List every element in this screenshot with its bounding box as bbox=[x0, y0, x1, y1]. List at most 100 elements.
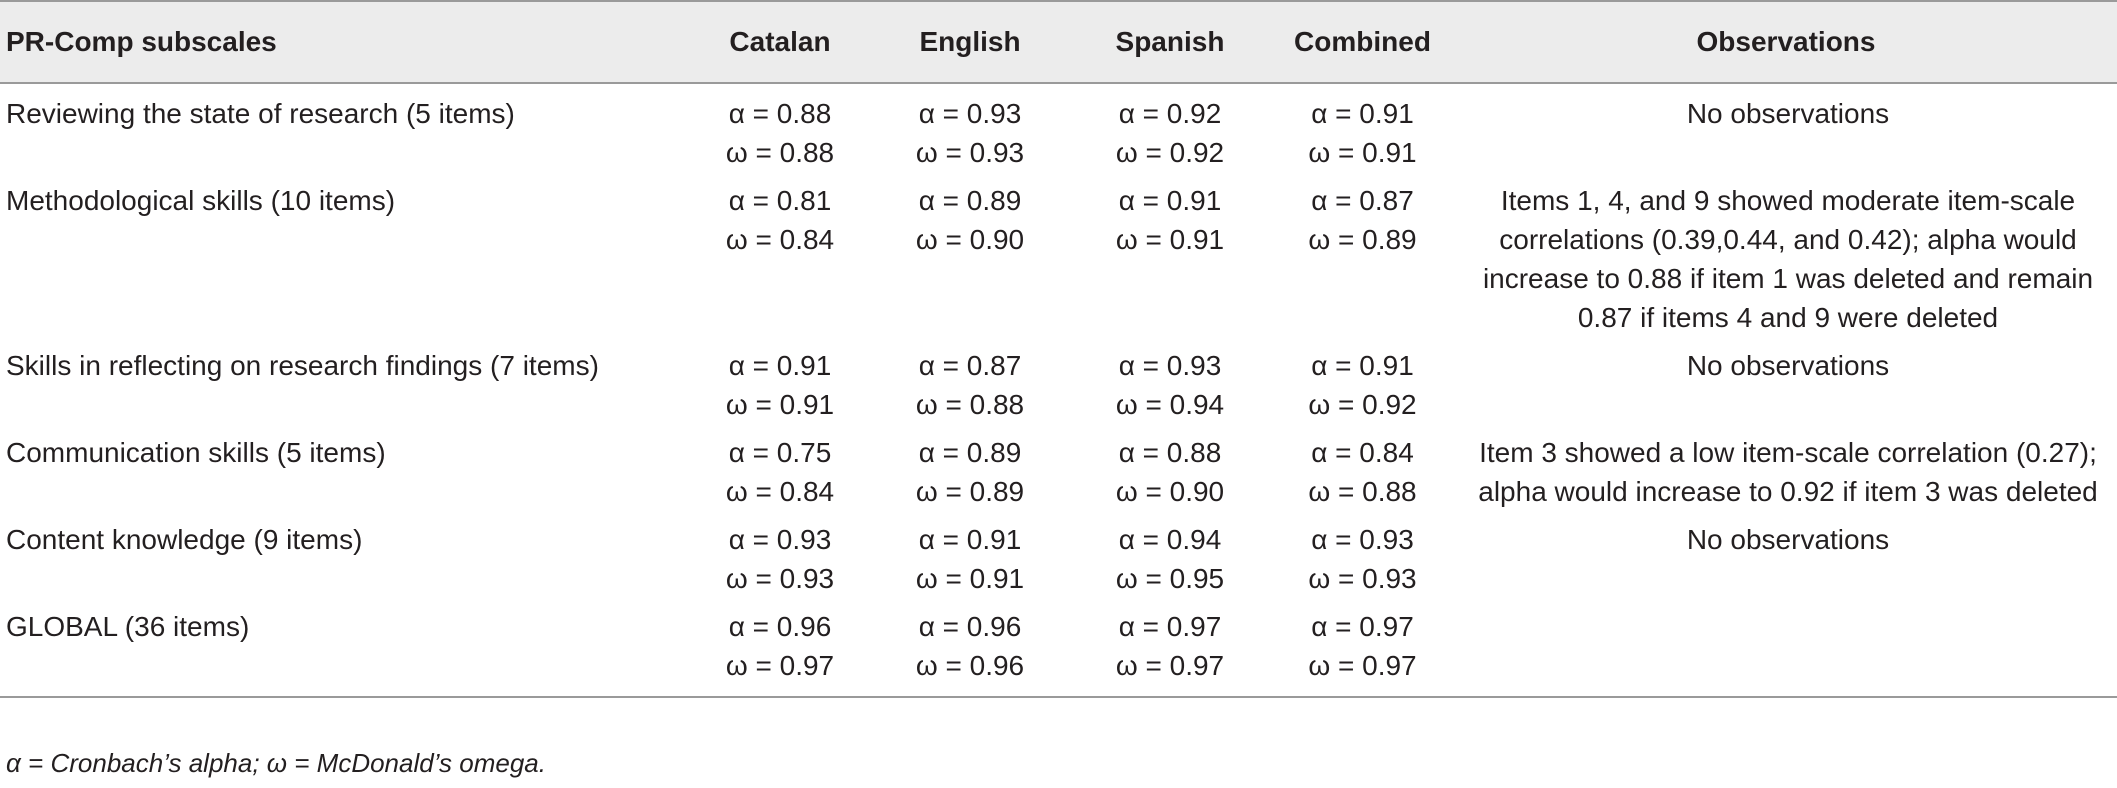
cell-catalan: α = 0.96 ω = 0.97 bbox=[690, 607, 870, 698]
cell-spanish: α = 0.93 ω = 0.94 bbox=[1070, 346, 1270, 433]
alpha-value: α = 0.75 bbox=[728, 437, 832, 468]
alpha-value: α = 0.93 bbox=[918, 98, 1022, 129]
omega-value: ω = 0.91 bbox=[1308, 137, 1417, 168]
cell-combined: α = 0.84 ω = 0.88 bbox=[1270, 433, 1455, 520]
cell-spanish: α = 0.91 ω = 0.91 bbox=[1070, 181, 1270, 346]
omega-value: ω = 0.88 bbox=[915, 389, 1025, 420]
table-row: Content knowledge (9 items) α = 0.93 ω = 0… bbox=[0, 520, 2117, 607]
cell-combined: α = 0.87 ω = 0.89 bbox=[1270, 181, 1455, 346]
subscale-name: Skills in reflecting on research finding… bbox=[6, 350, 599, 381]
cell-english: α = 0.96 ω = 0.96 bbox=[870, 607, 1070, 698]
alpha-value: α = 0.93 bbox=[728, 524, 832, 555]
omega-value: ω = 0.89 bbox=[1308, 224, 1417, 255]
header-spanish: Spanish bbox=[1070, 0, 1270, 84]
alpha-value: α = 0.93 bbox=[1311, 524, 1414, 555]
cell-combined: α = 0.91 ω = 0.91 bbox=[1270, 83, 1455, 181]
header-subscale: PR-Comp subscales bbox=[0, 0, 690, 84]
omega-value: ω = 0.91 bbox=[915, 563, 1025, 594]
omega-value: ω = 0.93 bbox=[1308, 563, 1417, 594]
omega-value: ω = 0.88 bbox=[725, 137, 835, 168]
cell-english: α = 0.89 ω = 0.89 bbox=[870, 433, 1070, 520]
alpha-value: α = 0.97 bbox=[1118, 611, 1222, 642]
cell-catalan: α = 0.81 ω = 0.84 bbox=[690, 181, 870, 346]
alpha-value: α = 0.96 bbox=[918, 611, 1022, 642]
omega-value: ω = 0.97 bbox=[725, 650, 835, 681]
observation-text: No observations bbox=[1686, 350, 1890, 381]
subscale-name: Reviewing the state of research (5 items… bbox=[6, 98, 515, 129]
observation-text: Item 3 showed a low item-scale correlati… bbox=[1478, 437, 2098, 507]
cell-catalan: α = 0.91 ω = 0.91 bbox=[690, 346, 870, 433]
header-observations: Observations bbox=[1455, 0, 2117, 84]
omega-value: ω = 0.92 bbox=[1115, 137, 1225, 168]
alpha-value: α = 0.91 bbox=[1118, 185, 1222, 216]
omega-value: ω = 0.90 bbox=[915, 224, 1025, 255]
alpha-value: α = 0.81 bbox=[728, 185, 832, 216]
omega-value: ω = 0.84 bbox=[725, 476, 835, 507]
cell-catalan: α = 0.93 ω = 0.93 bbox=[690, 520, 870, 607]
alpha-value: α = 0.89 bbox=[918, 185, 1022, 216]
omega-value: ω = 0.88 bbox=[1308, 476, 1417, 507]
alpha-value: α = 0.91 bbox=[1311, 350, 1414, 381]
alpha-value: α = 0.91 bbox=[918, 524, 1022, 555]
subscale-name: Content knowledge (9 items) bbox=[6, 524, 363, 555]
table-row: Communication skills (5 items) α = 0.75 ω … bbox=[0, 433, 2117, 520]
cell-spanish: α = 0.92 ω = 0.92 bbox=[1070, 83, 1270, 181]
alpha-value: α = 0.92 bbox=[1118, 98, 1222, 129]
subscale-name: Communication skills (5 items) bbox=[6, 437, 386, 468]
observation-text bbox=[1455, 607, 2117, 698]
alpha-value: α = 0.89 bbox=[918, 437, 1022, 468]
table-header-row: PR-Comp subscales Catalan English Spanis… bbox=[0, 0, 2117, 84]
cell-combined: α = 0.93 ω = 0.93 bbox=[1270, 520, 1455, 607]
cell-catalan: α = 0.88 ω = 0.88 bbox=[690, 83, 870, 181]
alpha-value: α = 0.91 bbox=[728, 350, 832, 381]
table-row: GLOBAL (36 items) α = 0.96 ω = 0.97 α = 0.9… bbox=[0, 607, 2117, 698]
observation-text: No observations bbox=[1686, 98, 1890, 129]
omega-value: ω = 0.97 bbox=[1115, 650, 1225, 681]
observation-text: Items 1, 4, and 9 showed moderate item-s… bbox=[1482, 185, 2094, 333]
header-catalan: Catalan bbox=[690, 0, 870, 84]
omega-value: ω = 0.90 bbox=[1115, 476, 1225, 507]
alpha-value: α = 0.93 bbox=[1118, 350, 1222, 381]
omega-value: ω = 0.91 bbox=[725, 389, 835, 420]
reliability-table: PR-Comp subscales Catalan English Spanis… bbox=[0, 0, 2117, 698]
alpha-value: α = 0.96 bbox=[728, 611, 832, 642]
alpha-value: α = 0.94 bbox=[1118, 524, 1222, 555]
omega-value: ω = 0.93 bbox=[915, 137, 1025, 168]
table-row: Methodological skills (10 items) α = 0.81… bbox=[0, 181, 2117, 346]
cell-spanish: α = 0.88 ω = 0.90 bbox=[1070, 433, 1270, 520]
omega-value: ω = 0.96 bbox=[915, 650, 1025, 681]
cell-combined: α = 0.91 ω = 0.92 bbox=[1270, 346, 1455, 433]
omega-value: ω = 0.91 bbox=[1115, 224, 1225, 255]
omega-value: ω = 0.95 bbox=[1115, 563, 1225, 594]
table-body: Reviewing the state of research (5 items… bbox=[0, 83, 2117, 698]
alpha-value: α = 0.88 bbox=[1118, 437, 1222, 468]
observation-text: No observations bbox=[1686, 524, 1890, 555]
alpha-value: α = 0.91 bbox=[1311, 98, 1414, 129]
omega-value: ω = 0.97 bbox=[1308, 650, 1417, 681]
cell-english: α = 0.87 ω = 0.88 bbox=[870, 346, 1070, 433]
alpha-value: α = 0.87 bbox=[918, 350, 1022, 381]
table-row: Reviewing the state of research (5 items… bbox=[0, 83, 2117, 181]
subscale-name: Methodological skills (10 items) bbox=[6, 185, 396, 216]
cell-spanish: α = 0.97 ω = 0.97 bbox=[1070, 607, 1270, 698]
table-row: Skills in reflecting on research finding… bbox=[0, 346, 2117, 433]
subscale-name: GLOBAL (36 items) bbox=[0, 607, 690, 698]
omega-value: ω = 0.94 bbox=[1115, 389, 1225, 420]
cell-catalan: α = 0.75 ω = 0.84 bbox=[690, 433, 870, 520]
omega-value: ω = 0.84 bbox=[725, 224, 835, 255]
omega-value: ω = 0.93 bbox=[725, 563, 835, 594]
cell-english: α = 0.93 ω = 0.93 bbox=[870, 83, 1070, 181]
omega-value: ω = 0.92 bbox=[1308, 389, 1417, 420]
cell-combined: α = 0.97 ω = 0.97 bbox=[1270, 607, 1455, 698]
alpha-value: α = 0.84 bbox=[1311, 437, 1414, 468]
cell-english: α = 0.91 ω = 0.91 bbox=[870, 520, 1070, 607]
omega-value: ω = 0.89 bbox=[915, 476, 1025, 507]
cell-spanish: α = 0.94 ω = 0.95 bbox=[1070, 520, 1270, 607]
table-footnote: α = Cronbach’s alpha; ω = McDonald’s ome… bbox=[6, 748, 546, 778]
alpha-value: α = 0.87 bbox=[1311, 185, 1414, 216]
cell-english: α = 0.89 ω = 0.90 bbox=[870, 181, 1070, 346]
alpha-value: α = 0.88 bbox=[728, 98, 832, 129]
header-english: English bbox=[870, 0, 1070, 84]
header-combined: Combined bbox=[1270, 0, 1455, 84]
